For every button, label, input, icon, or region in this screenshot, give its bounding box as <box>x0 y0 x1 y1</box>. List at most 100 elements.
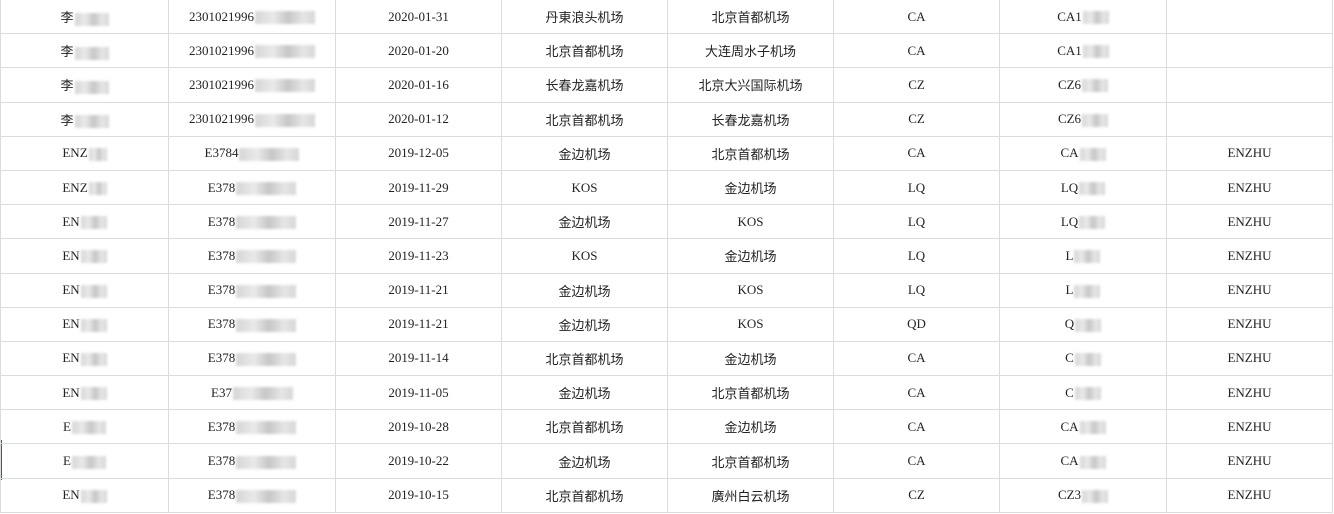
cell-to[interactable]: 金边机场 <box>667 238 834 274</box>
cell-date[interactable]: 2019-11-29 <box>335 169 502 206</box>
cell-airline[interactable]: CZ <box>833 477 1000 513</box>
cell-flight[interactable]: L <box>999 272 1167 308</box>
cell-flight[interactable]: CA <box>999 409 1167 445</box>
cell-pax[interactable]: ENZHU <box>1166 306 1333 342</box>
cell-date[interactable]: 2019-11-23 <box>335 238 502 274</box>
cell-flight[interactable]: CZ6 <box>999 101 1167 137</box>
cell-id[interactable]: E378 <box>168 340 336 377</box>
cell-to[interactable]: 金边机场 <box>667 340 834 377</box>
cell-from[interactable]: KOS <box>501 169 668 206</box>
cell-to[interactable]: KOS <box>667 306 834 342</box>
cell-date[interactable]: 2020-01-20 <box>335 33 502 69</box>
cell-pax[interactable]: ENZHU <box>1166 135 1333 171</box>
cell-name[interactable]: EN <box>0 238 169 274</box>
cell-from[interactable]: 金边机场 <box>501 306 668 342</box>
cell-flight[interactable]: CA <box>999 135 1167 171</box>
cell-flight[interactable]: CZ6 <box>999 67 1167 103</box>
cell-name[interactable]: E <box>0 409 169 445</box>
cell-to[interactable]: KOS <box>667 204 834 240</box>
cell-airline[interactable]: CA <box>833 33 1000 69</box>
cell-from[interactable]: KOS <box>501 238 668 274</box>
cell-from[interactable]: 北京首都机场 <box>501 33 668 69</box>
cell-name[interactable]: 李 <box>0 33 169 69</box>
cell-pax[interactable]: ENZHU <box>1166 238 1333 274</box>
cell-name[interactable]: 李 <box>0 0 169 35</box>
cell-id[interactable]: E378 <box>168 204 336 240</box>
cell-date[interactable]: 2020-01-16 <box>335 67 502 103</box>
cell-flight[interactable]: LQ <box>999 169 1167 206</box>
cell-to[interactable]: 廣州白云机场 <box>667 477 834 513</box>
cell-flight[interactable]: CZ3 <box>999 477 1167 513</box>
cell-date[interactable]: 2019-11-14 <box>335 340 502 377</box>
cell-flight[interactable]: C <box>999 340 1167 377</box>
cell-flight[interactable]: LQ <box>999 204 1167 240</box>
cell-from[interactable]: 北京首都机场 <box>501 101 668 137</box>
cell-id[interactable]: E378 <box>168 169 336 206</box>
cell-airline[interactable]: CA <box>833 409 1000 445</box>
cell-airline[interactable]: CA <box>833 0 1000 35</box>
cell-id[interactable]: E378 <box>168 306 336 342</box>
cell-date[interactable]: 2019-10-22 <box>335 443 502 479</box>
cell-airline[interactable]: CA <box>833 443 1000 479</box>
cell-date[interactable]: 2020-01-31 <box>335 0 502 35</box>
cell-pax[interactable]: ENZHU <box>1166 409 1333 445</box>
cell-to[interactable]: KOS <box>667 272 834 308</box>
cell-id[interactable]: E378 <box>168 238 336 274</box>
cell-pax[interactable]: ENZHU <box>1166 272 1333 308</box>
cell-name[interactable]: E <box>0 443 169 479</box>
cell-airline[interactable]: LQ <box>833 204 1000 240</box>
cell-pax[interactable]: ENZHU <box>1166 477 1333 513</box>
cell-id[interactable]: 2301021996 <box>168 67 336 103</box>
cell-pax[interactable]: ENZHU <box>1166 340 1333 377</box>
cell-pax[interactable]: ENZHU <box>1166 375 1333 411</box>
cell-name[interactable]: EN <box>0 375 169 411</box>
cell-airline[interactable]: CA <box>833 340 1000 377</box>
cell-date[interactable]: 2020-01-12 <box>335 101 502 137</box>
cell-airline[interactable]: CA <box>833 375 1000 411</box>
cell-from[interactable]: 金边机场 <box>501 375 668 411</box>
cell-to[interactable]: 北京首都机场 <box>667 443 834 479</box>
cell-id[interactable]: E3784 <box>168 135 336 171</box>
cell-id[interactable]: E37 <box>168 375 336 411</box>
cell-from[interactable]: 丹東浪头机场 <box>501 0 668 35</box>
cell-name[interactable]: 李 <box>0 101 169 137</box>
cell-from[interactable]: 金边机场 <box>501 443 668 479</box>
cell-date[interactable]: 2019-11-21 <box>335 306 502 342</box>
cell-pax[interactable] <box>1166 67 1333 103</box>
cell-name[interactable]: 李 <box>0 67 169 103</box>
cell-date[interactable]: 2019-10-15 <box>335 477 502 513</box>
cell-flight[interactable]: Q <box>999 306 1167 342</box>
cell-from[interactable]: 北京首都机场 <box>501 409 668 445</box>
cell-pax[interactable] <box>1166 33 1333 69</box>
cell-from[interactable]: 北京首都机场 <box>501 477 668 513</box>
cell-date[interactable]: 2019-11-27 <box>335 204 502 240</box>
cell-name[interactable]: EN <box>0 477 169 513</box>
cell-date[interactable]: 2019-11-05 <box>335 375 502 411</box>
cell-to[interactable]: 北京首都机场 <box>667 375 834 411</box>
cell-flight[interactable]: CA1 <box>999 33 1167 69</box>
cell-id[interactable]: 2301021996 <box>168 33 336 69</box>
cell-from[interactable]: 金边机场 <box>501 272 668 308</box>
cell-name[interactable]: EN <box>0 306 169 342</box>
cell-flight[interactable]: CA1 <box>999 0 1167 35</box>
cell-flight[interactable]: CA <box>999 443 1167 479</box>
cell-id[interactable]: 2301021996 <box>168 0 336 35</box>
cell-name[interactable]: ENZ <box>0 135 169 171</box>
cell-id[interactable]: 2301021996 <box>168 101 336 137</box>
cell-pax[interactable]: ENZHU <box>1166 204 1333 240</box>
cell-flight[interactable]: C <box>999 375 1167 411</box>
cell-id[interactable]: E378 <box>168 477 336 513</box>
cell-name[interactable]: ENZ <box>0 169 169 206</box>
cell-airline[interactable]: LQ <box>833 238 1000 274</box>
cell-to[interactable]: 长春龙嘉机场 <box>667 101 834 137</box>
cell-name[interactable]: EN <box>0 204 169 240</box>
cell-to[interactable]: 北京首都机场 <box>667 0 834 35</box>
cell-airline[interactable]: LQ <box>833 169 1000 206</box>
cell-pax[interactable] <box>1166 101 1333 137</box>
cell-id[interactable]: E378 <box>168 443 336 479</box>
cell-pax[interactable]: ENZHU <box>1166 169 1333 206</box>
cell-airline[interactable]: QD <box>833 306 1000 342</box>
cell-airline[interactable]: CZ <box>833 101 1000 137</box>
cell-flight[interactable]: L <box>999 238 1167 274</box>
cell-from[interactable]: 北京首都机场 <box>501 340 668 377</box>
